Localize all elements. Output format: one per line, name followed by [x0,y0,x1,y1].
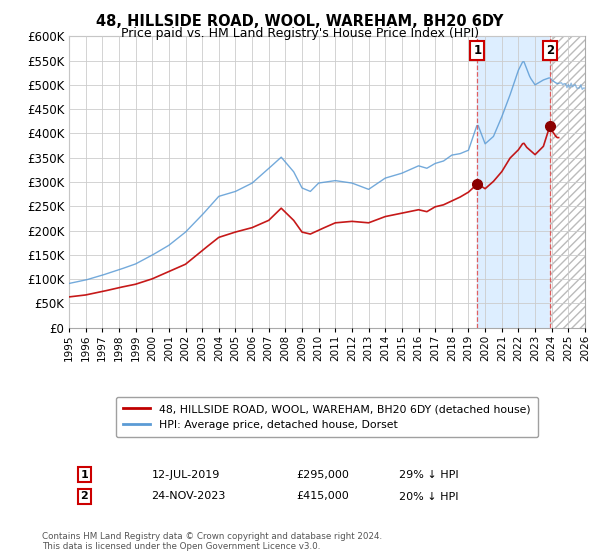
Text: 48, HILLSIDE ROAD, WOOL, WAREHAM, BH20 6DY: 48, HILLSIDE ROAD, WOOL, WAREHAM, BH20 6… [97,14,503,29]
Bar [550,36,600,328]
Text: 2: 2 [546,44,554,57]
HPI: Average price, detached house, Dorset: (2e+03, 9.09e+04): Average price, detached house, Dorset: (… [65,280,73,287]
HPI: Average price, detached house, Dorset: (2e+03, 2.51e+05): Average price, detached house, Dorset: (… [207,202,214,209]
48, HILLSIDE ROAD, WOOL, WAREHAM, BH20 6DY (detached house) [547,123,554,129]
48, HILLSIDE ROAD, WOOL, WAREHAM, BH20 6DY (detached house) [518,142,525,149]
48, HILLSIDE ROAD, WOOL, WAREHAM, BH20 6DY (detached house) [218,233,225,240]
48, HILLSIDE ROAD, WOOL, WAREHAM, BH20 6DY (detached house) [128,282,135,288]
Line: 48, HILLSIDE ROAD, WOOL, WAREHAM, BH20 6DY (detached house): 48, HILLSIDE ROAD, WOOL, WAREHAM, BH20 6… [69,126,559,297]
Bar [550,36,600,328]
48, HILLSIDE ROAD, WOOL, WAREHAM, BH20 6DY (detached house) [65,293,73,300]
Line: HPI: Average price, detached house, Dorset: HPI: Average price, detached house, Dors… [69,62,559,283]
HPI: Average price, detached house, Dorset: (2.02e+03, 5.12e+05): Average price, detached house, Dorset: (… [542,76,550,82]
48, HILLSIDE ROAD, WOOL, WAREHAM, BH20 6DY (detached house) [541,139,548,146]
HPI: Average price, detached house, Dorset: (2e+03, 1.28e+05): Average price, detached house, Dorset: (… [128,262,135,269]
Text: £295,000: £295,000 [296,470,349,480]
Bar [478,36,550,328]
Text: 20% ↓ HPI: 20% ↓ HPI [399,492,459,502]
48, HILLSIDE ROAD, WOOL, WAREHAM, BH20 6DY (detached house) [207,241,214,248]
HPI: Average price, detached house, Dorset: (2e+03, 1.34e+05): Average price, detached house, Dorset: (… [135,259,142,266]
Text: 2: 2 [80,492,88,502]
48, HILLSIDE ROAD, WOOL, WAREHAM, BH20 6DY (detached house) [135,280,142,287]
Text: 29% ↓ HPI: 29% ↓ HPI [399,470,459,480]
Text: £415,000: £415,000 [296,492,349,502]
HPI: Average price, detached house, Dorset: (2.02e+03, 5.42e+05): Average price, detached house, Dorset: (… [518,62,525,68]
HPI: Average price, detached house, Dorset: (2.02e+03, 5.48e+05): Average price, detached house, Dorset: (… [520,58,527,65]
Text: 12-JUL-2019: 12-JUL-2019 [152,470,220,480]
Legend: 48, HILLSIDE ROAD, WOOL, WAREHAM, BH20 6DY (detached house), HPI: Average price,: 48, HILLSIDE ROAD, WOOL, WAREHAM, BH20 6… [116,396,538,437]
Text: 1: 1 [473,44,482,57]
HPI: Average price, detached house, Dorset: (2e+03, 2.72e+05): Average price, detached house, Dorset: (… [218,192,225,199]
Text: 24-NOV-2023: 24-NOV-2023 [152,492,226,502]
Text: Contains HM Land Registry data © Crown copyright and database right 2024.
This d: Contains HM Land Registry data © Crown c… [42,531,382,551]
HPI: Average price, detached house, Dorset: (2.02e+03, 5.03e+05): Average price, detached house, Dorset: (… [555,80,562,87]
48, HILLSIDE ROAD, WOOL, WAREHAM, BH20 6DY (detached house) [555,134,562,141]
Text: Price paid vs. HM Land Registry's House Price Index (HPI): Price paid vs. HM Land Registry's House … [121,27,479,40]
Text: 1: 1 [80,470,88,480]
